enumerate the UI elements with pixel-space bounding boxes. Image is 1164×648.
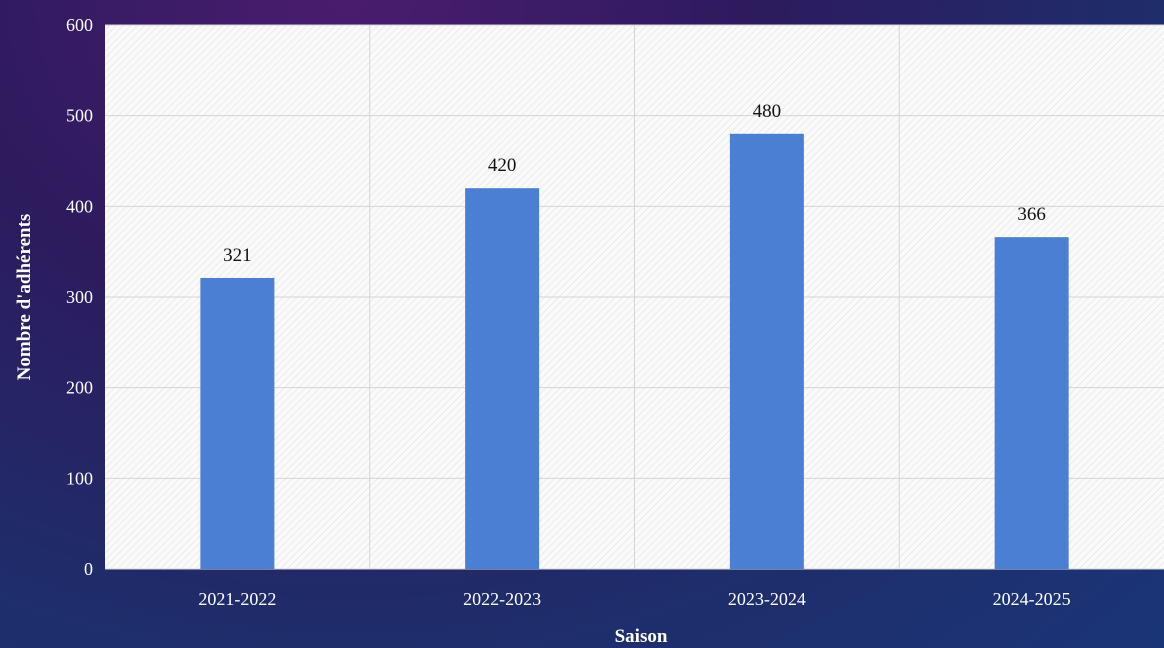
x-tick-label: 2021-2022 — [198, 589, 276, 609]
y-tick-label: 0 — [84, 559, 93, 579]
y-tick-label: 600 — [66, 15, 93, 35]
y-tick-label: 400 — [66, 196, 93, 216]
data-labels: 321 420 480 366 — [223, 101, 1046, 266]
y-tick-label: 300 — [66, 287, 93, 307]
y-tick-label: 100 — [66, 468, 93, 488]
x-axis-ticks: 2021-2022 2022-2023 2023-2024 2024-2025 — [198, 589, 1070, 609]
y-tick-label: 500 — [66, 106, 93, 126]
y-tick-label: 200 — [66, 378, 93, 398]
x-tick-label: 2024-2025 — [993, 589, 1071, 609]
bar — [200, 277, 275, 569]
x-tick-label: 2022-2023 — [463, 589, 541, 609]
x-tick-label: 2023-2024 — [728, 589, 806, 609]
x-axis-title: Saison — [615, 626, 668, 647]
bar — [465, 188, 540, 569]
bar — [729, 133, 804, 570]
bars — [200, 133, 1069, 570]
bar-value-label: 480 — [753, 101, 782, 122]
bar-value-label: 321 — [223, 245, 252, 266]
bar-value-label: 366 — [1017, 204, 1046, 225]
y-axis-ticks: 0 100 200 300 400 500 600 — [66, 15, 93, 579]
bar — [994, 237, 1069, 569]
bar-value-label: 420 — [488, 155, 517, 176]
gridlines — [105, 24, 1164, 570]
y-axis-title: Nombre d'adhérents — [14, 214, 35, 381]
